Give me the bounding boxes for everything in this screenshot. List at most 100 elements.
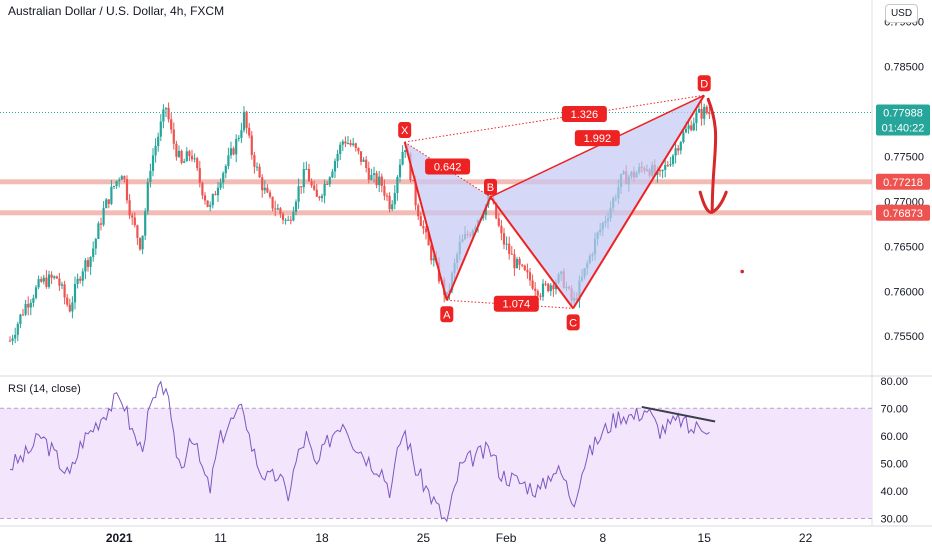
- candle-body: [326, 183, 329, 185]
- candle-body: [666, 165, 669, 167]
- candle-body: [388, 195, 391, 210]
- price-tags: 0.77988 01:40:22 0.77218 0.76873: [876, 104, 930, 221]
- ratio-xb[interactable]: 0.642: [425, 158, 471, 175]
- candle-body: [279, 208, 282, 214]
- candle-body: [518, 259, 521, 265]
- candle-body: [526, 270, 529, 273]
- candle-body: [105, 199, 108, 209]
- candle-body: [432, 258, 435, 261]
- candle-body: [346, 143, 350, 145]
- candle-body: [328, 177, 331, 185]
- rsi-indicator-label[interactable]: RSI (14, close): [8, 383, 81, 395]
- candle-body: [320, 195, 324, 199]
- candle-body: [370, 175, 373, 180]
- price-tick-label: 0.75500: [884, 331, 924, 343]
- candle-body: [81, 271, 84, 281]
- candle-body: [292, 211, 295, 221]
- ratio-bd[interactable]: 1.992: [574, 130, 620, 147]
- candle-body: [333, 160, 337, 172]
- candle-body: [123, 176, 126, 180]
- candle-body: [232, 148, 235, 155]
- candle-body: [159, 121, 162, 137]
- pattern-point-x[interactable]: X: [398, 122, 412, 139]
- candle-body: [705, 106, 708, 113]
- pattern-point-a[interactable]: A: [440, 306, 454, 323]
- ratio-xb-text: 0.642: [434, 161, 462, 173]
- candle-body: [536, 290, 539, 296]
- candle-body: [196, 158, 199, 169]
- pattern-point-c[interactable]: C: [566, 314, 580, 331]
- candle-body: [375, 173, 378, 186]
- rsi-line: [9, 380, 710, 523]
- candle-body: [427, 232, 430, 246]
- currency-button[interactable]: USD: [885, 4, 918, 23]
- candle-body: [227, 155, 230, 167]
- candle-body: [307, 168, 311, 182]
- candle-body: [398, 164, 402, 178]
- pattern-point-d[interactable]: D: [697, 75, 711, 92]
- candle-body: [391, 204, 394, 210]
- candle-body: [55, 276, 58, 279]
- candle-body: [708, 112, 711, 115]
- candle-body: [136, 225, 139, 238]
- ratio-xd[interactable]: 1.326: [561, 105, 607, 122]
- candle-body: [149, 170, 152, 183]
- candle-body: [658, 170, 662, 172]
- candle-body: [310, 181, 313, 186]
- candle-body: [190, 155, 194, 160]
- candle-body: [414, 180, 417, 206]
- candle-body: [154, 146, 157, 156]
- price-tick-label: 0.76000: [884, 286, 924, 298]
- candle-body: [102, 208, 105, 225]
- time-tick-label: 18: [315, 531, 329, 545]
- pattern-point-b-text: B: [487, 182, 494, 194]
- rsi-tick-label: 70.00: [880, 403, 908, 415]
- candle-body: [495, 202, 498, 219]
- rsi-series: [9, 380, 716, 523]
- candle-body: [341, 141, 344, 145]
- candle-body: [284, 219, 287, 221]
- ratio-ac[interactable]: 1.074: [493, 295, 539, 312]
- candle-body: [679, 142, 682, 151]
- candle-body: [183, 161, 186, 163]
- candle-body: [92, 248, 95, 257]
- candle-body: [315, 189, 318, 197]
- candle-body: [99, 223, 103, 225]
- candle-body: [424, 228, 428, 233]
- candle-body: [214, 194, 217, 196]
- candle-body: [164, 107, 168, 110]
- rsi-divergence-line[interactable]: [641, 405, 716, 423]
- pattern-ratio-line: [490, 94, 705, 198]
- candle-body: [115, 181, 118, 186]
- candle-body: [63, 284, 66, 298]
- candle-body: [185, 151, 188, 162]
- candle-body: [684, 128, 688, 133]
- harmonic-pattern[interactable]: X A B C D 0.642 1.074 1.992 1.326: [398, 75, 744, 331]
- candle-body: [502, 233, 506, 245]
- candle-body: [261, 177, 264, 191]
- candle-body: [47, 274, 51, 287]
- candle-body: [378, 176, 381, 186]
- candle-body: [151, 155, 155, 171]
- ratio-bd-bg: [574, 130, 620, 147]
- rsi-tick-label: 30.00: [880, 513, 908, 525]
- candle-body: [219, 182, 222, 188]
- candle-body: [305, 168, 308, 170]
- candle-body: [162, 109, 165, 122]
- candle-body: [45, 277, 48, 287]
- pattern-point-c-bg: [566, 314, 580, 331]
- candle-body: [201, 182, 204, 196]
- candle-body: [365, 159, 368, 168]
- candle-body: [112, 185, 116, 187]
- candle-body: [79, 278, 82, 281]
- candle-body: [700, 109, 703, 119]
- candle-body: [419, 216, 422, 226]
- time-tick-label: 2021: [106, 531, 133, 545]
- candle-body: [89, 256, 92, 267]
- candle-body: [8, 340, 12, 342]
- candle-body: [229, 148, 233, 156]
- rsi-tick-label: 40.00: [880, 486, 908, 498]
- pattern-point-b[interactable]: B: [483, 178, 497, 195]
